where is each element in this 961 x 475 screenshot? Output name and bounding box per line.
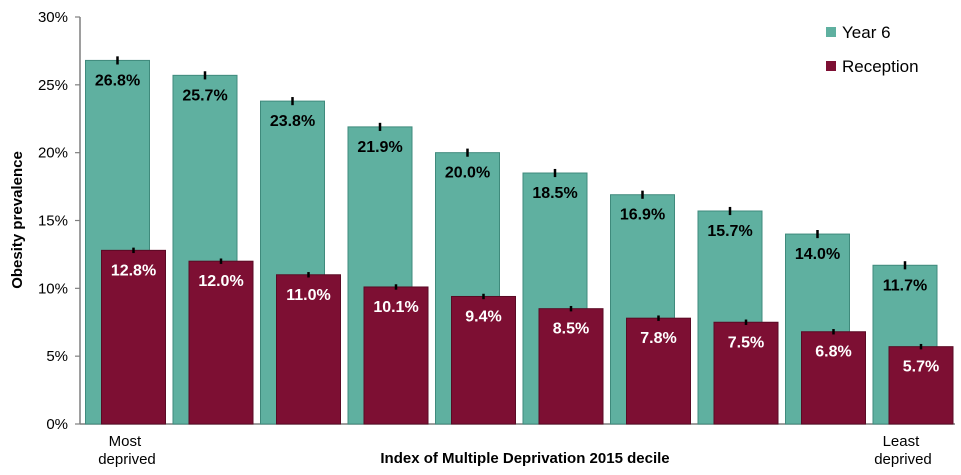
category-label-last-line2: deprived xyxy=(874,451,932,468)
bar-reception xyxy=(801,331,866,425)
legend-swatch-year-6 xyxy=(826,27,836,37)
data-label-reception: 11.0% xyxy=(286,287,330,304)
data-label-reception: 7.8% xyxy=(640,330,676,347)
data-label-reception: 10.1% xyxy=(373,299,418,316)
y-tick-label: 30% xyxy=(38,9,68,26)
data-label-reception: 5.7% xyxy=(903,359,939,376)
y-tick-label: 15% xyxy=(38,213,68,230)
data-label-reception: 12.8% xyxy=(111,262,156,279)
y-axis-ticks: 0% 5% 10% 15% 20% 25% 30% xyxy=(38,9,80,433)
bar-reception xyxy=(451,295,516,425)
bar-reception xyxy=(188,260,254,425)
category-label-first-line2: deprived xyxy=(98,451,156,468)
data-label-reception: 6.8% xyxy=(815,344,851,361)
series-reception xyxy=(101,249,954,425)
data-label-year-6: 14.0% xyxy=(795,246,840,263)
data-label-reception: 8.5% xyxy=(553,321,589,338)
data-label-year-6: 11.7% xyxy=(883,277,927,294)
data-label-reception: 7.5% xyxy=(728,334,764,351)
data-label-year-6: 23.8% xyxy=(270,113,315,130)
category-label-first: Most deprived xyxy=(98,433,156,468)
data-label-year-6: 21.9% xyxy=(357,139,402,156)
y-tick-label: 10% xyxy=(38,280,68,297)
data-label-year-6: 25.7% xyxy=(182,87,227,104)
data-label-year-6: 26.8% xyxy=(95,72,140,89)
y-tick-label: 20% xyxy=(38,145,68,162)
bar-reception xyxy=(363,286,429,425)
legend-label-year-6: Year 6 xyxy=(842,23,891,42)
data-labels: 26.8% 12.8% 25.7% 12.0% 23.8% 11.0% 21.9% 10.1%… xyxy=(95,72,939,375)
category-label-last: Least deprived xyxy=(874,433,932,468)
y-axis-title: Obesity prevalence xyxy=(9,151,26,289)
data-label-year-6: 18.5% xyxy=(532,185,577,202)
y-tick-label: 5% xyxy=(46,348,68,365)
legend-swatch-reception xyxy=(826,61,836,71)
bar-reception xyxy=(276,274,341,425)
bar-reception xyxy=(713,321,779,425)
bar-reception xyxy=(626,317,691,425)
bar-reception xyxy=(888,346,954,425)
error-bars xyxy=(116,56,923,350)
y-tick-label: 25% xyxy=(38,77,68,94)
category-label-first-line1: Most xyxy=(109,433,142,450)
data-label-year-6: 16.9% xyxy=(620,207,665,224)
legend-label-reception: Reception xyxy=(842,57,919,76)
bar-reception xyxy=(538,308,604,425)
y-tick-label: 0% xyxy=(46,416,68,433)
data-label-reception: 9.4% xyxy=(465,308,501,325)
data-label-year-6: 20.0% xyxy=(445,165,490,182)
data-label-year-6: 15.7% xyxy=(707,223,752,240)
category-label-last-line1: Least xyxy=(883,433,921,450)
data-label-reception: 12.0% xyxy=(198,273,243,290)
legend: Year 6 Reception xyxy=(826,23,919,76)
x-axis-title: Index of Multiple Deprivation 2015 decil… xyxy=(380,450,669,467)
